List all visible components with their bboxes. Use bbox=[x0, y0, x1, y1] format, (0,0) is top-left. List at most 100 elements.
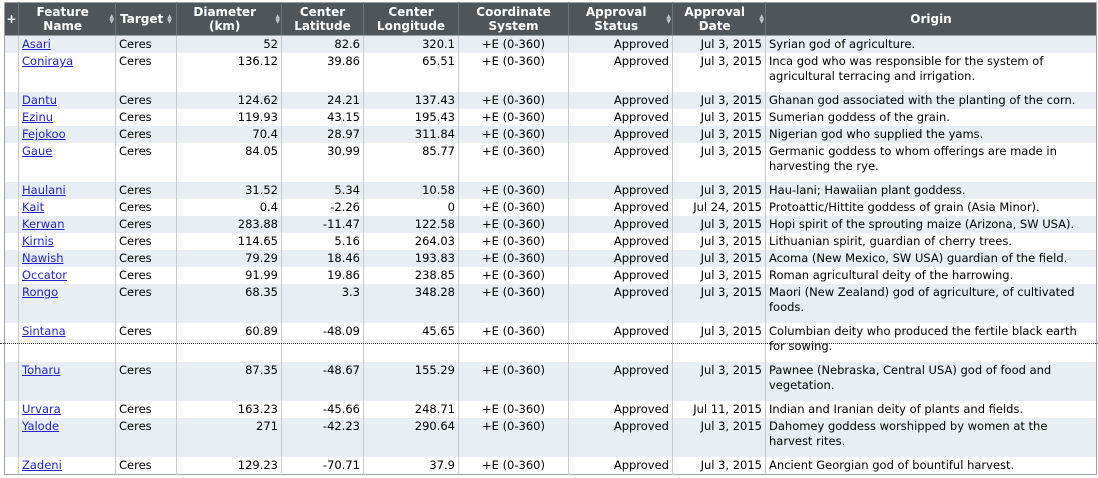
sort-icon[interactable]: ▲ ▼ bbox=[275, 13, 280, 25]
center-latitude-cell: 5.34 bbox=[281, 182, 364, 199]
target-cell: Ceres bbox=[115, 457, 177, 475]
feature-link[interactable]: Toharu bbox=[22, 363, 61, 377]
approval-date-cell: Jul 3, 2015 bbox=[672, 362, 766, 401]
target-cell: Ceres bbox=[115, 284, 177, 323]
feature-name-cell: Toharu bbox=[18, 362, 116, 401]
target-cell: Ceres bbox=[115, 362, 177, 401]
feature-link[interactable]: Asari bbox=[22, 37, 51, 51]
feature-name-cell: Kait bbox=[18, 199, 116, 216]
diameter-cell: 136.12 bbox=[176, 53, 282, 92]
target-cell: Ceres bbox=[115, 216, 177, 233]
feature-link[interactable]: Nawish bbox=[22, 251, 64, 265]
diameter-cell: 60.89 bbox=[176, 323, 282, 362]
column-header-expand[interactable]: + bbox=[4, 2, 19, 36]
table-row: Sintana Ceres 60.89 -48.09 45.65 +E (0-360) Ap… bbox=[4, 323, 1097, 362]
center-latitude-cell: 18.46 bbox=[281, 250, 364, 267]
target-cell: Ceres bbox=[115, 109, 177, 126]
feature-link[interactable]: Kerwan bbox=[22, 217, 65, 231]
center-latitude-cell: 3.3 bbox=[281, 284, 364, 323]
origin-cell: Nigerian god who supplied the yams. bbox=[765, 126, 1097, 143]
table-row: Dantu Ceres 124.62 24.21 137.43 +E (0-360) App… bbox=[4, 92, 1097, 109]
column-header-feature-name[interactable]: Feature Name ▲ ▼ bbox=[18, 2, 116, 36]
column-header-center-longitude[interactable]: Center Longitude bbox=[363, 2, 459, 36]
expand-cell bbox=[4, 216, 19, 233]
diameter-cell: 124.62 bbox=[176, 92, 282, 109]
diameter-cell: 119.93 bbox=[176, 109, 282, 126]
feature-link[interactable]: Kait bbox=[22, 200, 45, 214]
table-body: Asari Ceres 52 82.6 320.1 +E (0-360) Approved J… bbox=[4, 35, 1097, 475]
feature-link[interactable]: Occator bbox=[22, 268, 68, 282]
target-cell: Ceres bbox=[115, 250, 177, 267]
feature-link[interactable]: Fejokoo bbox=[22, 127, 66, 141]
target-cell: Ceres bbox=[115, 143, 177, 182]
table-header: + Feature Name ▲ ▼ Target ▲ ▼ Diameter (km… bbox=[4, 2, 1097, 36]
approval-date-cell: Jul 3, 2015 bbox=[672, 92, 766, 109]
feature-link[interactable]: Ezinu bbox=[22, 110, 54, 124]
feature-link[interactable]: Gaue bbox=[22, 144, 53, 158]
approval-status-cell: Approved bbox=[568, 35, 673, 53]
feature-link[interactable]: Haulani bbox=[22, 183, 66, 197]
feature-link[interactable]: Coniraya bbox=[22, 54, 74, 68]
feature-link[interactable]: Kirnis bbox=[22, 234, 54, 248]
expand-header-label: + bbox=[6, 12, 17, 26]
expand-cell bbox=[4, 35, 19, 53]
feature-link[interactable]: Sintana bbox=[22, 324, 66, 338]
approval-status-cell: Approved bbox=[568, 92, 673, 109]
column-header-target[interactable]: Target ▲ ▼ bbox=[115, 2, 177, 36]
expand-cell bbox=[4, 53, 19, 92]
diameter-cell: 68.35 bbox=[176, 284, 282, 323]
expand-cell bbox=[4, 284, 19, 323]
column-header-origin[interactable]: Origin bbox=[765, 2, 1097, 36]
diameter-cell: 91.99 bbox=[176, 267, 282, 284]
center-longitude-cell: 0 bbox=[363, 199, 459, 216]
center-latitude-header-label: Center Latitude bbox=[294, 5, 351, 33]
center-latitude-cell: 28.97 bbox=[281, 126, 364, 143]
center-longitude-cell: 85.77 bbox=[363, 143, 459, 182]
sort-icon[interactable]: ▲ ▼ bbox=[666, 13, 671, 25]
coordinate-system-cell: +E (0-360) bbox=[458, 109, 569, 126]
approval-date-cell: Jul 3, 2015 bbox=[672, 182, 766, 199]
approval-status-cell: Approved bbox=[568, 143, 673, 182]
expand-cell bbox=[4, 418, 19, 457]
feature-name-cell: Nawish bbox=[18, 250, 116, 267]
column-header-diameter[interactable]: Diameter (km) ▲ ▼ bbox=[176, 2, 282, 36]
feature-name-cell: Occator bbox=[18, 267, 116, 284]
diameter-cell: 163.23 bbox=[176, 401, 282, 418]
column-header-approval-status[interactable]: Approval Status ▲ ▼ bbox=[568, 2, 673, 36]
coordinate-system-cell: +E (0-360) bbox=[458, 143, 569, 182]
coordinate-system-cell: +E (0-360) bbox=[458, 92, 569, 109]
approval-status-cell: Approved bbox=[568, 233, 673, 250]
center-latitude-cell: -48.67 bbox=[281, 362, 364, 401]
diameter-cell: 31.52 bbox=[176, 182, 282, 199]
feature-link[interactable]: Rongo bbox=[22, 285, 59, 299]
sort-icon[interactable]: ▲ ▼ bbox=[109, 13, 114, 25]
origin-cell: Indian and Iranian deity of plants and f… bbox=[765, 401, 1097, 418]
diameter-header-label: Diameter (km) bbox=[193, 5, 256, 33]
sort-icon[interactable]: ▲ ▼ bbox=[167, 13, 172, 25]
diameter-cell: 0.4 bbox=[176, 199, 282, 216]
coordinate-system-cell: +E (0-360) bbox=[458, 401, 569, 418]
sort-icon[interactable]: ▲ ▼ bbox=[759, 13, 764, 25]
origin-cell: Inca god who was responsible for the sys… bbox=[765, 53, 1097, 92]
feature-link[interactable]: Zadeni bbox=[22, 458, 62, 472]
feature-link[interactable]: Dantu bbox=[22, 93, 57, 107]
coordinate-system-cell: +E (0-360) bbox=[458, 323, 569, 362]
expand-cell bbox=[4, 401, 19, 418]
target-cell: Ceres bbox=[115, 199, 177, 216]
feature-link[interactable]: Urvara bbox=[22, 402, 61, 416]
center-latitude-cell: -2.26 bbox=[281, 199, 364, 216]
center-longitude-cell: 122.58 bbox=[363, 216, 459, 233]
diameter-cell: 79.29 bbox=[176, 250, 282, 267]
expand-cell bbox=[4, 92, 19, 109]
feature-name-cell: Zadeni bbox=[18, 457, 116, 475]
origin-cell: Germanic goddess to whom offerings are m… bbox=[765, 143, 1097, 182]
coordinate-system-cell: +E (0-360) bbox=[458, 457, 569, 475]
expand-cell bbox=[4, 199, 19, 216]
center-longitude-cell: 311.84 bbox=[363, 126, 459, 143]
column-header-center-latitude[interactable]: Center Latitude bbox=[281, 2, 364, 36]
table-row: Zadeni Ceres 129.23 -70.71 37.9 +E (0-360) App… bbox=[4, 457, 1097, 475]
center-longitude-cell: 10.58 bbox=[363, 182, 459, 199]
column-header-approval-date[interactable]: Approval Date ▲ ▼ bbox=[672, 2, 766, 36]
column-header-coordinate-system[interactable]: Coordinate System bbox=[458, 2, 569, 36]
feature-link[interactable]: Yalode bbox=[22, 419, 60, 433]
